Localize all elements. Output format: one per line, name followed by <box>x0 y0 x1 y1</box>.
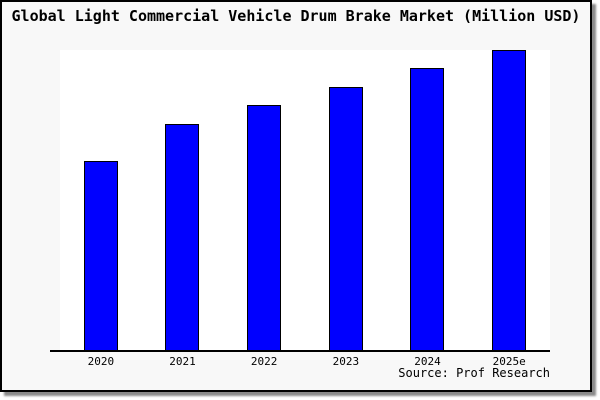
x-tick-label-2021: 2021 <box>169 355 196 368</box>
bar-2020 <box>83 161 118 350</box>
bar-2021 <box>165 124 200 350</box>
x-tick-label-2022: 2022 <box>250 355 278 368</box>
chart-title: Global Light Commercial Vehicle Drum Bra… <box>11 7 581 25</box>
x-tick-label-2020: 2020 <box>87 355 115 368</box>
x-tick-label-2024: 2024 <box>414 355 441 368</box>
chart-card: Global Light Commercial Vehicle Drum Bra… <box>0 0 592 392</box>
x-tick-label-2023: 2023 <box>332 355 360 368</box>
source-credit: Source: Prof Research <box>398 366 550 380</box>
bar-2024 <box>410 68 445 350</box>
bar-2025e <box>492 50 527 350</box>
plot-area <box>60 50 550 350</box>
bar-2023 <box>328 87 363 350</box>
bar-2022 <box>247 105 282 350</box>
x-axis-labels: 2020 2021 2022 2023 2024 2025e <box>60 355 550 368</box>
x-tick-label-2025e: 2025e <box>492 355 526 368</box>
x-axis-line <box>50 350 550 352</box>
